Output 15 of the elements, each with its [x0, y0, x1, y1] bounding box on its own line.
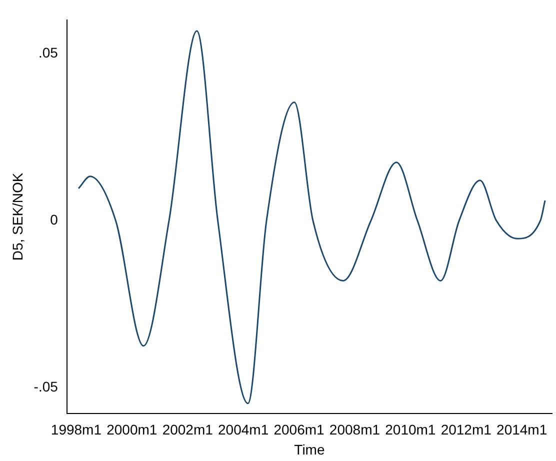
x-axis-title: Time — [294, 441, 325, 458]
x-tick-label: 2002m1 — [162, 422, 214, 438]
x-tick-label: 2006m1 — [274, 422, 325, 438]
y-tick-label: .05 — [38, 44, 58, 60]
line-series — [78, 30, 546, 404]
x-tick-label: 2010m1 — [385, 422, 436, 438]
x-tick-label: 1998m1 — [50, 422, 102, 438]
x-tick-label: 2008m1 — [329, 422, 380, 438]
x-tick-label: 2014m1 — [496, 422, 548, 438]
y-tick-label: 0 — [50, 211, 58, 228]
y-axis-title: D5, SEK/NOK — [9, 172, 26, 261]
x-tick-label: 2000m1 — [106, 422, 158, 438]
y-tick-label: -.05 — [34, 378, 58, 395]
x-tick-label: 2004m1 — [218, 422, 269, 438]
x-tick-label: 2012m1 — [440, 422, 492, 438]
